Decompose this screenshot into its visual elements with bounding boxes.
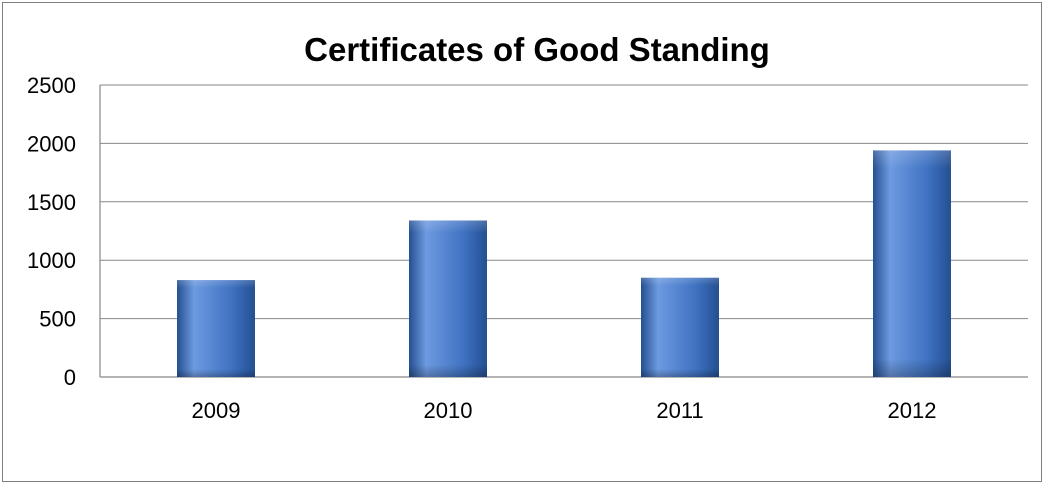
y-tick-label: 1000 bbox=[27, 248, 76, 273]
bar-2012 bbox=[873, 150, 951, 377]
bar-bevel bbox=[873, 150, 951, 377]
bar-2010 bbox=[409, 220, 487, 377]
y-tick-label: 2500 bbox=[27, 73, 76, 98]
y-tick-label: 1500 bbox=[27, 190, 76, 215]
bar-bevel bbox=[409, 220, 487, 377]
x-tick-label: 2012 bbox=[888, 398, 937, 423]
bar-2011 bbox=[641, 277, 719, 377]
y-tick-labels: 0 500 1000 1500 2000 2500 bbox=[27, 73, 76, 390]
x-tick-label: 2011 bbox=[656, 398, 703, 423]
x-tick-labels: 2009 2010 2011 2012 bbox=[192, 398, 937, 423]
x-tick-label: 2010 bbox=[424, 398, 473, 423]
bar-2009 bbox=[177, 280, 255, 377]
bar-bevel bbox=[641, 277, 719, 377]
chart-title: Certificates of Good Standing bbox=[304, 31, 770, 68]
y-tick-label: 0 bbox=[64, 365, 76, 390]
x-tick-label: 2009 bbox=[192, 398, 241, 423]
y-tick-label: 500 bbox=[39, 307, 76, 332]
bars bbox=[177, 150, 951, 377]
y-tick-label: 2000 bbox=[27, 131, 76, 156]
bar-bevel bbox=[177, 280, 255, 377]
